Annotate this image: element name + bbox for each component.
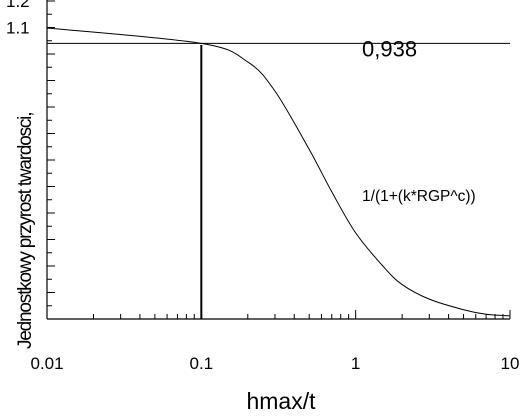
series-group [46, 27, 511, 317]
plot-frame [46, 0, 510, 320]
x-tick-label: 1 [351, 354, 360, 373]
x-tick-labels: 0.01 0.1 1 10 [30, 354, 519, 373]
formula-annotation: 1/(1+(k*RGP^c)) [362, 188, 476, 205]
y-ticks [47, 0, 55, 307]
x-tick-label: 0.01 [30, 354, 63, 373]
annotations: 0,938 1/(1+(k*RGP^c)) [362, 37, 476, 205]
y-tick-label: 1.2 [6, 0, 30, 11]
x-axis-title: hmax/t [246, 388, 316, 414]
x-tick-label: 0.1 [190, 354, 214, 373]
y-tick-label: 1.1 [6, 19, 30, 38]
reference-lines [47, 42, 510, 319]
y-tick-labels: 1.1 1.2 [6, 0, 30, 38]
x-tick-label: 10 [501, 354, 520, 373]
x-ticks [46, 310, 511, 319]
y-axis-title: Jednostkowy przyrost twardosci, [15, 113, 36, 349]
series-line [46, 27, 511, 317]
value-annotation: 0,938 [362, 37, 417, 62]
